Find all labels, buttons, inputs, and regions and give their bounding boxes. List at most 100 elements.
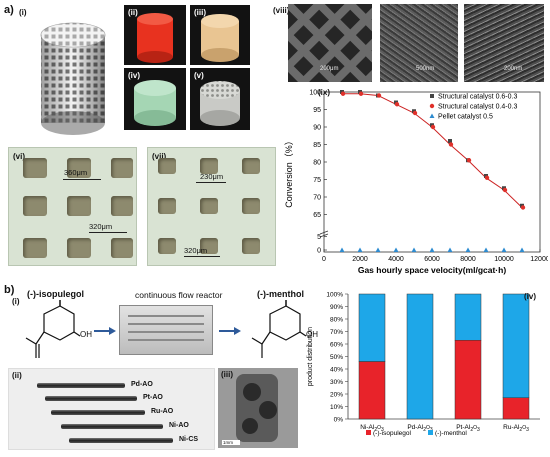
legend-entry: Pellet catalyst 0.5 [438, 114, 493, 121]
series3-point [483, 247, 489, 252]
rod-label-3: Ru-AO [151, 408, 174, 415]
beige-sample-graphic [201, 14, 239, 62]
y-tick-label: 60% [330, 342, 343, 349]
x-tick-label: 6000 [424, 256, 440, 263]
bar-isopulegol [502, 397, 530, 420]
bar-menthol [454, 293, 482, 341]
micrograph-vi-label: (vi) [13, 152, 25, 161]
series2-point [520, 205, 526, 210]
micrograph-vii-label: (vii) [152, 152, 167, 161]
series3-point [501, 247, 507, 252]
measure-vii-2: 320μm [184, 246, 208, 255]
axis-break-mark [319, 233, 329, 238]
x-tick-label: 4000 [388, 256, 404, 263]
sample-v-label: (v) [194, 71, 204, 80]
bar-isopulegol [454, 340, 482, 420]
series2-point [340, 91, 346, 96]
legend-marker [429, 103, 435, 109]
series3-point [447, 247, 453, 252]
series3-point [393, 247, 399, 252]
sample-iv-image: (iv) [124, 68, 186, 130]
x-axis-label: Gas hourly space velocity(ml/gcat·h) [358, 265, 506, 275]
micrograph-vii: (vii) 230μm 320μm [147, 147, 276, 266]
y-tick-label: 5 [317, 234, 321, 241]
sem-scale-2: 500nm [416, 66, 435, 72]
panel-b-letter: b) [4, 284, 15, 296]
series3-point [519, 247, 525, 252]
y-tick-label: 50% [330, 354, 343, 361]
oh-label-product: OH [306, 330, 318, 339]
gray-sample-graphic [200, 81, 240, 126]
red-sample-graphic [137, 13, 173, 63]
green-sample-graphic [134, 80, 176, 126]
x-tick-label: 2000 [352, 256, 368, 263]
y-tick-label: 70% [330, 329, 343, 336]
category-label: Ru-Al2O3 [503, 424, 529, 433]
rod-sem-iii-label: (iii) [221, 370, 233, 379]
lattice-cylinder-graphic [40, 22, 106, 135]
conversion-chart: (ix) 65 70 75 80 85 90 95 100 0 5 0 2000 4000 6000 800… [282, 86, 550, 278]
series3-point [357, 247, 363, 252]
product-distribution-chart: (iv) 0% 10% 20% 30% 40% 50% 60% 70% 80% 90% 100% pr… [300, 284, 548, 452]
series2-point [484, 175, 490, 180]
rod-sem-image: (iii) 1mm [218, 368, 298, 448]
series2-point [412, 110, 418, 116]
x-tick-label: 0 [322, 256, 326, 263]
isopulegol-structure [25, 300, 81, 358]
flow-reactor [119, 305, 213, 355]
product-name: (-)-menthol [257, 289, 304, 299]
y-axis-label: Conversion（%） [284, 136, 294, 208]
sem-image-2: 500nm [380, 4, 458, 82]
series2-point [376, 93, 382, 98]
arrow-right-icon [219, 327, 241, 335]
sample-v-image: (v) [190, 68, 250, 130]
rod-label-1: Pd-AO [131, 381, 153, 388]
conversion-plot: 65 70 75 80 85 90 95 100 0 5 0 2000 4000 6000 8000 1000… [284, 90, 550, 276]
x-tick-label: 10000 [494, 256, 514, 263]
y-tick-label: 30% [330, 379, 343, 386]
y-tick-label: 100% [326, 292, 343, 299]
category-label: Pt-Al2O3 [456, 424, 480, 433]
reactor-title: continuous flow reactor [135, 290, 223, 300]
sample-iii-label: (iii) [194, 8, 206, 17]
y-tick-label: 85 [313, 142, 321, 149]
oh-label-reactant: OH [80, 330, 92, 339]
chart-ix-label: (ix) [318, 88, 330, 97]
rod-label-5: Ni-CS [179, 436, 199, 443]
series2-point [430, 124, 436, 130]
legend-entry: Structural catalyst 0.6-0.3 [438, 94, 517, 101]
sample-i-label: (i) [19, 8, 27, 17]
y-tick-label: 90 [313, 125, 321, 132]
x-tick-label: 8000 [460, 256, 476, 263]
series1-point [448, 139, 452, 143]
scheme-i-label: (i) [12, 297, 20, 306]
series3-point [429, 247, 435, 252]
y-tick-label: 100 [309, 90, 321, 97]
series2-point [394, 102, 400, 107]
y-tick-label: 90% [330, 304, 343, 311]
legend-marker [430, 94, 434, 98]
y-tick-label: 80% [330, 317, 343, 324]
sem-scale-3: 200nm [504, 66, 523, 72]
series3-point [465, 247, 471, 252]
sample-i-image: (i) [15, 5, 121, 137]
rods-ii-label: (ii) [12, 371, 22, 380]
rod-sem-scale: 1mm [223, 440, 233, 445]
legend-swatch [366, 430, 371, 435]
y-tick-label: 70 [313, 195, 321, 202]
y-tick-label: 40% [330, 367, 343, 374]
sem-scale-1: 200μm [320, 66, 339, 72]
sample-iv-label: (iv) [128, 71, 140, 80]
legend-marker [429, 113, 435, 118]
sem-viii-label: (viii) [273, 6, 290, 15]
fit-curve [342, 93, 523, 208]
measure-vii-1: 230μm [200, 172, 224, 181]
bar-menthol [358, 293, 386, 362]
legend-entry: Structural catalyst 0.4-0.3 [438, 104, 517, 111]
y-tick-label: 0 [317, 248, 321, 255]
measure-vi-2: 320μm [89, 222, 113, 231]
rod-label-2: Pt-AO [143, 394, 163, 401]
chart-iv-label: (iv) [524, 292, 536, 301]
y-tick-label: 0% [334, 417, 344, 424]
sample-ii-label: (ii) [128, 8, 138, 17]
